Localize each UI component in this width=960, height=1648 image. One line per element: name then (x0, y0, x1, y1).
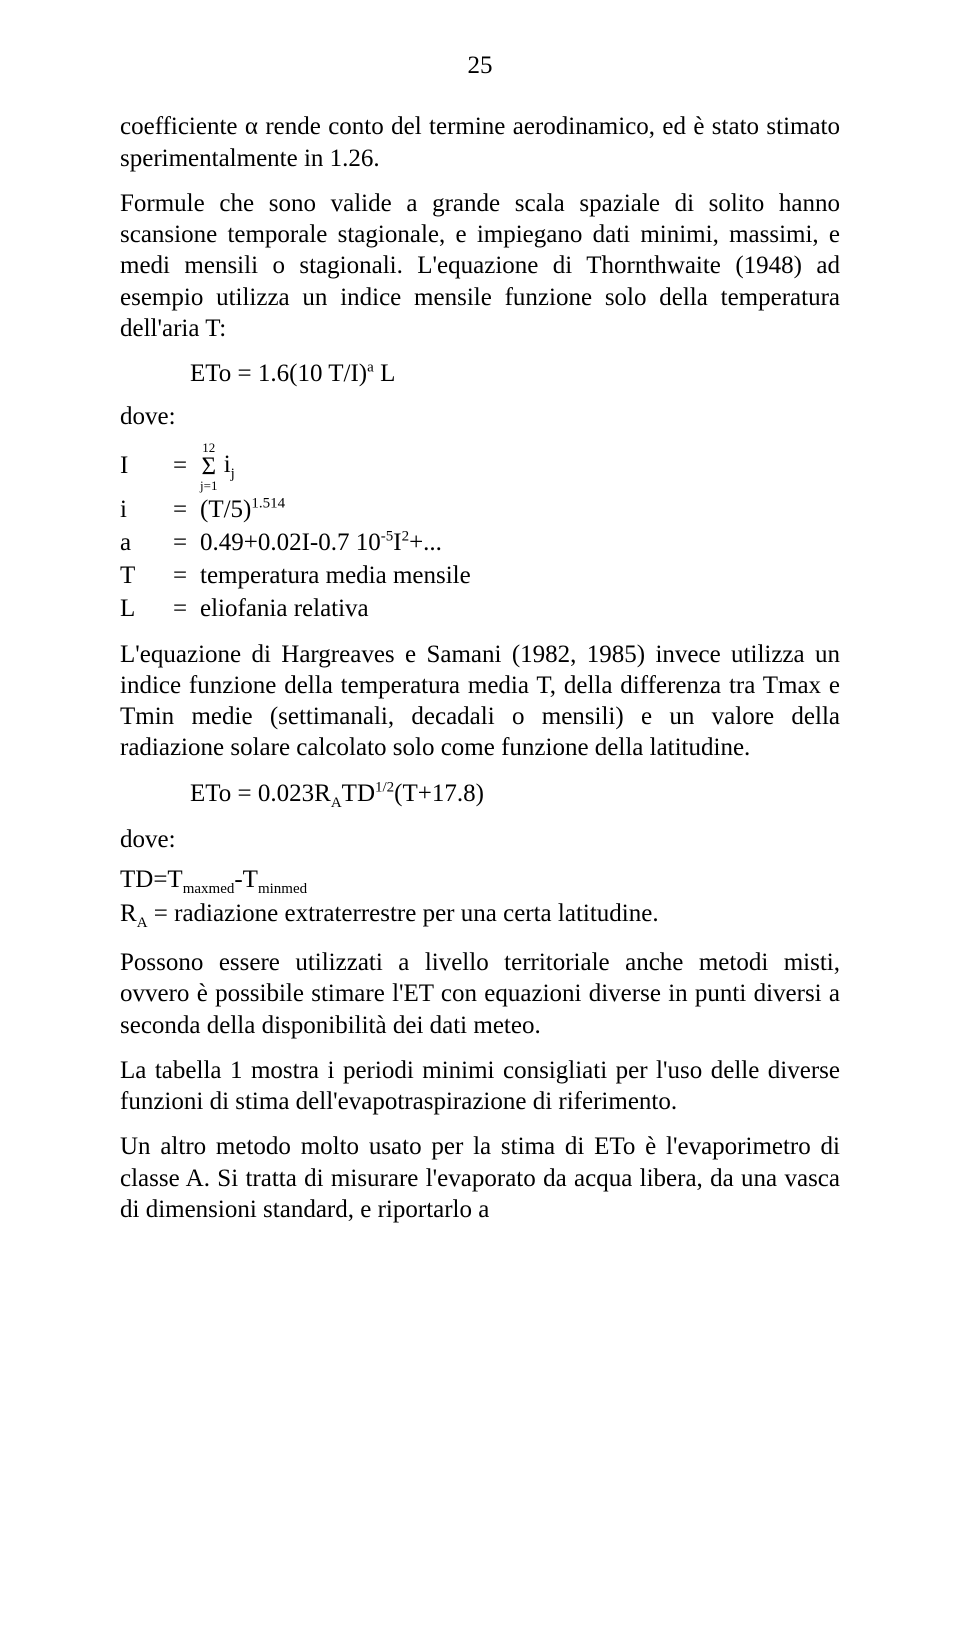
def-a-sup2: 2 (402, 528, 410, 544)
ra-line: RA = radiazione extraterrestre per una c… (120, 898, 840, 933)
sigma-symbol: Σ (201, 454, 216, 479)
def-a-post: +... (409, 529, 442, 556)
def-i: i = (T/5)1.514 (120, 494, 840, 525)
def-L-val: eliofania relativa (200, 593, 840, 624)
paragraph-5: La tabella 1 mostra i periodi minimi con… (120, 1055, 840, 1118)
eq2-pre: ETo = 0.023R (190, 780, 331, 807)
def-T-val: temperatura media mensile (200, 560, 840, 591)
def-a-val: 0.49+0.02I-0.7 10-5I2+... (200, 527, 840, 558)
dove-label-1: dove: (120, 401, 840, 432)
definition-list-1: I = 12 Σ j=1 ij i = (T/5)1.514 a = 0.49+… (120, 441, 840, 625)
eq2-sub1: A (331, 795, 342, 811)
def-I-sym: I (120, 450, 160, 481)
ra-sub: A (137, 915, 148, 931)
def-i-sup: 1.514 (251, 495, 285, 511)
sigma-bottom: j=1 (200, 479, 217, 492)
def-T-eq: = (160, 560, 200, 591)
def-I-after: i (217, 451, 230, 478)
td-mid: -T (234, 866, 258, 893)
dove-label-2: dove: (120, 824, 840, 855)
page: 25 coefficiente α rende conto del termin… (0, 0, 960, 1648)
def-L: L = eliofania relativa (120, 593, 840, 624)
paragraph-6: Un altro metodo molto usato per la stima… (120, 1131, 840, 1225)
td-line: TD=Tmaxmed-Tminmed (120, 864, 840, 899)
equation-thornthwaite: ETo = 1.6(10 T/I)a L (190, 358, 840, 389)
eq2-mid: TD (342, 780, 375, 807)
def-I: I = 12 Σ j=1 ij (120, 441, 840, 492)
equation-hargreaves: ETo = 0.023RATD1/2(T+17.8) (190, 778, 840, 813)
def-I-val: 12 Σ j=1 ij (200, 441, 840, 492)
sigma-top: 12 (202, 441, 215, 454)
def-I-eq: = (160, 450, 200, 481)
eq2-sup: 1/2 (375, 779, 394, 795)
def-a-pre: 0.49+0.02I-0.7 10 (200, 529, 381, 556)
def-i-val: (T/5)1.514 (200, 494, 840, 525)
eq2-post: (T+17.8) (394, 780, 484, 807)
paragraph-2: Formule che sono valide a grande scala s… (120, 188, 840, 344)
def-T-sym: T (120, 560, 160, 591)
td-sub1: maxmed (183, 881, 235, 897)
ra-post: = radiazione extraterrestre per una cert… (148, 900, 659, 927)
def-a-eq: = (160, 527, 200, 558)
eq1-pre: ETo = 1.6(10 T/I) (190, 360, 367, 387)
definition-list-2: TD=Tmaxmed-Tminmed RA = radiazione extra… (120, 864, 840, 934)
paragraph-3: L'equazione di Hargreaves e Samani (1982… (120, 639, 840, 764)
def-a-sup1: -5 (381, 528, 394, 544)
sigma-stack: 12 Σ j=1 (200, 441, 217, 492)
def-L-sym: L (120, 593, 160, 624)
def-T: T = temperatura media mensile (120, 560, 840, 591)
eq1-post: L (374, 360, 396, 387)
def-I-after-sub: j (231, 466, 235, 482)
page-number: 25 (120, 50, 840, 81)
paragraph-1: coefficiente α rende conto del termine a… (120, 111, 840, 174)
def-i-eq: = (160, 494, 200, 525)
def-a-mid: I (393, 529, 401, 556)
td-sub2: minmed (258, 881, 307, 897)
eq1-sup: a (367, 360, 374, 376)
td-pre: TD=T (120, 866, 183, 893)
def-a-sym: a (120, 527, 160, 558)
ra-pre: R (120, 900, 137, 927)
def-i-pre: (T/5) (200, 496, 251, 523)
def-a: a = 0.49+0.02I-0.7 10-5I2+... (120, 527, 840, 558)
paragraph-4: Possono essere utilizzati a livello terr… (120, 947, 840, 1041)
def-L-eq: = (160, 593, 200, 624)
def-i-sym: i (120, 494, 160, 525)
